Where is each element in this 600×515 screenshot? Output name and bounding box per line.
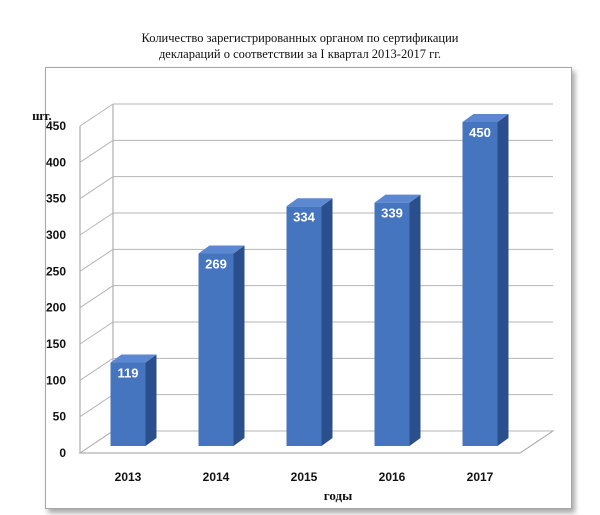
x-tick-label: 2017 [467, 470, 494, 484]
gridline-side [79, 321, 114, 345]
bar-side [497, 114, 509, 446]
gridline-side [79, 176, 114, 200]
bar-side [145, 354, 157, 446]
bar-side [321, 198, 333, 446]
y-tick-label: 450 [46, 119, 66, 133]
bar-top [198, 245, 245, 254]
data-label: 119 [118, 366, 139, 381]
x-tick-label: 2013 [115, 470, 142, 484]
y-tick-label: 200 [46, 301, 66, 315]
bar [286, 206, 322, 446]
data-label: 334 [293, 209, 315, 224]
x-tick-label: 2014 [203, 470, 230, 484]
bar-top [374, 194, 421, 203]
chart-title: Количество зарегистрированных органом по… [0, 30, 600, 62]
gridline-side [79, 212, 114, 236]
y-tick-label: 250 [46, 264, 66, 278]
y-tick-label: 150 [46, 337, 66, 351]
y-tick-label: 100 [46, 373, 66, 387]
data-label: 269 [205, 257, 227, 272]
x-tick-label: 2015 [291, 470, 318, 484]
bar-top [462, 114, 509, 122]
gridline-side [79, 103, 114, 127]
y-tick-label: 300 [46, 228, 66, 242]
data-label: 450 [469, 125, 491, 140]
bar [462, 122, 498, 446]
bar [110, 362, 146, 446]
y-tick-label: 0 [59, 446, 66, 460]
y-tick-label: 350 [46, 192, 66, 206]
gridline-side [79, 139, 114, 163]
y-axis-label: шт. [32, 108, 52, 123]
gridline-side [79, 248, 114, 272]
gridline-side [79, 285, 114, 309]
chart-frame [45, 67, 572, 509]
bar-top [110, 354, 157, 363]
bar [198, 253, 234, 446]
gridline-side [79, 357, 114, 381]
chart-title-line-2: деклараций о соответствии за I квартал 2… [158, 47, 442, 61]
chart-title-line-1: Количество зарегистрированных органом по… [141, 31, 459, 45]
data-labels: 119 269 334 339 450 [118, 125, 491, 381]
bars [110, 114, 509, 446]
x-tick-labels: 2013 2014 2015 2016 2017 [115, 470, 494, 484]
x-tick-label: 2016 [379, 470, 406, 484]
y-tick-label: 400 [46, 155, 66, 169]
bar-top [286, 198, 333, 207]
data-label: 339 [381, 206, 403, 221]
bar-side [233, 245, 245, 446]
bar-side [409, 194, 421, 446]
x-axis-label: годы [324, 488, 352, 503]
bar [374, 202, 410, 446]
gridline-side [79, 394, 114, 418]
y-tick-labels: 0 50 100 150 200 250 300 350 400 450 [46, 119, 66, 460]
gridline-side [79, 430, 114, 454]
y-tick-label: 50 [53, 410, 67, 424]
